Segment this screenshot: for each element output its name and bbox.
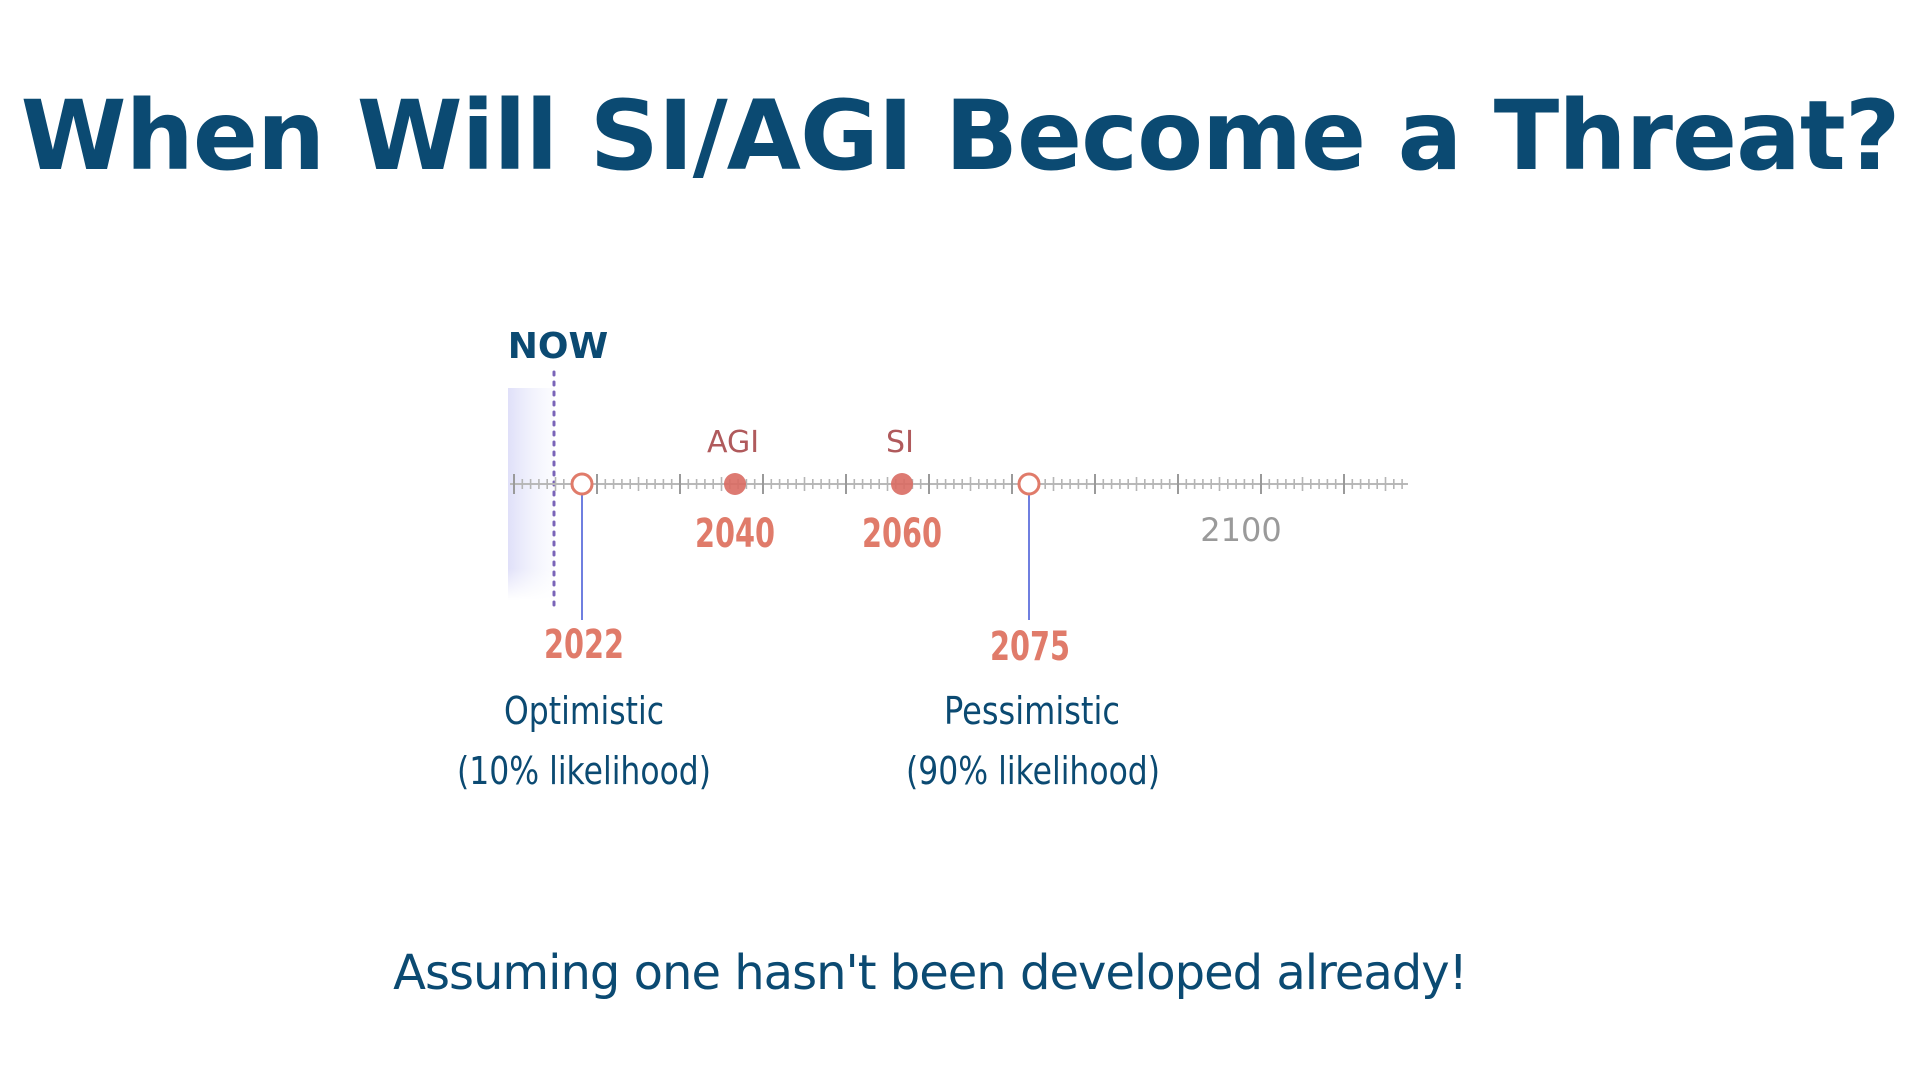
scenario-optimistic-year: 2022 [544, 622, 624, 668]
slide-title: When Will SI/AGI Become a Threat? [20, 80, 1901, 192]
scenario-pessimistic-likelihood: (90% likelihood) [906, 749, 1160, 793]
milestone-si-point [891, 473, 913, 495]
scenario-pessimistic-point [1017, 472, 1041, 496]
scenario-pessimistic-name: Pessimistic [944, 689, 1120, 733]
scenario-optimistic-point [570, 472, 594, 496]
milestone-agi-point [724, 473, 746, 495]
footer-note: Assuming one hasn't been developed alrea… [393, 945, 1468, 1001]
milestone-si-label: SI [886, 425, 914, 460]
axis-label-2100: 2100 [1200, 511, 1281, 549]
milestone-agi-year: 2040 [695, 511, 775, 557]
milestone-agi-label: AGI [707, 425, 759, 460]
scenario-optimistic-likelihood: (10% likelihood) [457, 749, 711, 793]
now-label: NOW [508, 326, 608, 367]
scenario-pessimistic-year: 2075 [990, 624, 1070, 670]
milestone-si-year: 2060 [862, 511, 942, 557]
scenario-optimistic-name: Optimistic [504, 689, 664, 733]
